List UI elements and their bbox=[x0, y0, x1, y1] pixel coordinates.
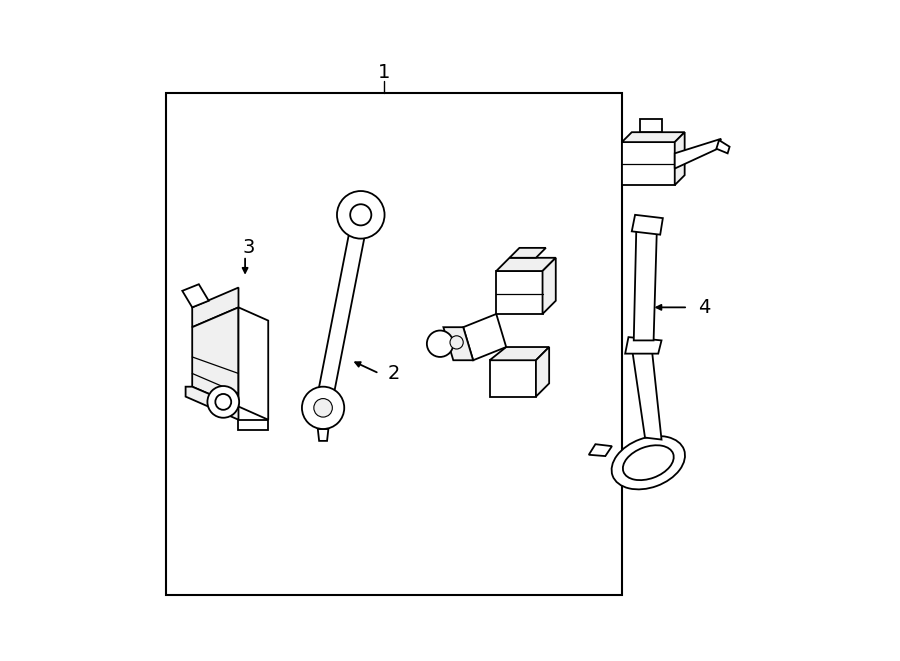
Polygon shape bbox=[634, 225, 657, 340]
Polygon shape bbox=[464, 314, 506, 360]
Polygon shape bbox=[675, 132, 685, 185]
Polygon shape bbox=[536, 347, 549, 397]
Polygon shape bbox=[640, 119, 662, 132]
Circle shape bbox=[350, 204, 372, 225]
Polygon shape bbox=[509, 248, 545, 258]
Ellipse shape bbox=[612, 436, 685, 489]
Text: 2: 2 bbox=[388, 364, 400, 383]
Polygon shape bbox=[315, 214, 369, 409]
Polygon shape bbox=[444, 327, 473, 360]
Polygon shape bbox=[626, 337, 662, 354]
Polygon shape bbox=[675, 139, 721, 169]
Circle shape bbox=[302, 387, 344, 429]
Polygon shape bbox=[589, 444, 612, 456]
Polygon shape bbox=[193, 288, 238, 327]
Circle shape bbox=[337, 191, 384, 239]
Polygon shape bbox=[632, 347, 662, 440]
Circle shape bbox=[427, 330, 454, 357]
Polygon shape bbox=[185, 387, 238, 420]
Polygon shape bbox=[490, 347, 549, 360]
Polygon shape bbox=[622, 132, 685, 142]
Circle shape bbox=[207, 386, 239, 418]
Polygon shape bbox=[238, 307, 268, 420]
Polygon shape bbox=[496, 271, 543, 314]
Polygon shape bbox=[193, 307, 238, 407]
Circle shape bbox=[215, 394, 231, 410]
Circle shape bbox=[314, 399, 332, 417]
Polygon shape bbox=[183, 284, 209, 307]
Polygon shape bbox=[490, 360, 536, 397]
Text: 3: 3 bbox=[242, 239, 255, 257]
Polygon shape bbox=[496, 258, 556, 271]
Text: 1: 1 bbox=[378, 63, 390, 82]
Ellipse shape bbox=[623, 446, 674, 480]
Polygon shape bbox=[632, 215, 662, 235]
Polygon shape bbox=[622, 142, 675, 185]
Text: 4: 4 bbox=[698, 298, 711, 317]
Polygon shape bbox=[238, 420, 268, 430]
Bar bbox=[166, 93, 622, 595]
Circle shape bbox=[450, 336, 464, 349]
Polygon shape bbox=[543, 258, 556, 314]
Polygon shape bbox=[318, 429, 328, 441]
Polygon shape bbox=[716, 140, 730, 153]
